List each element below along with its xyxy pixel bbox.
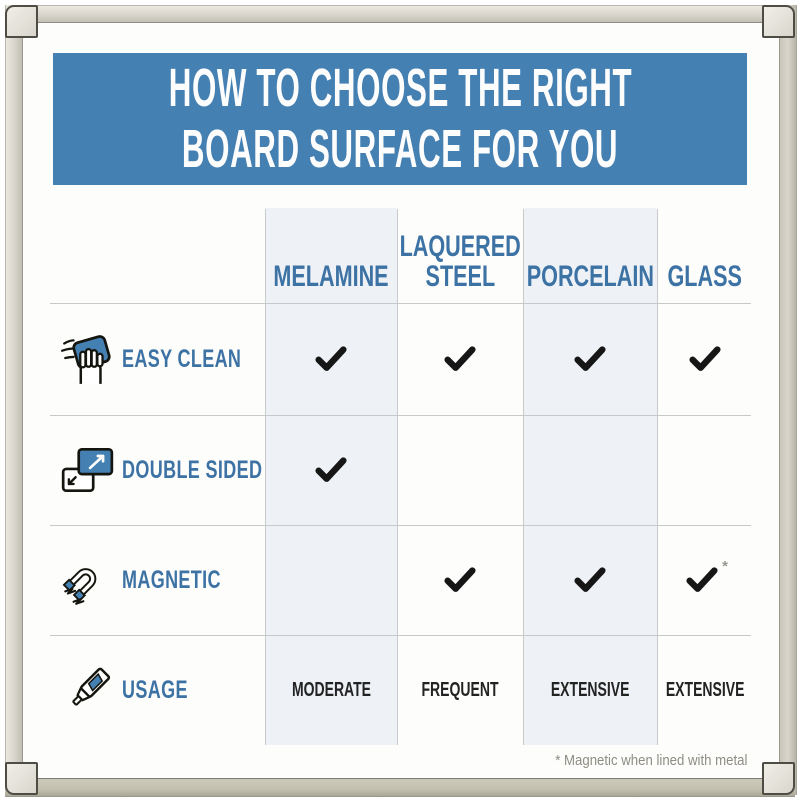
check-icon	[572, 343, 608, 375]
header-spacer	[50, 208, 265, 303]
cell-double-sided-laquered-steel	[397, 415, 523, 525]
row-label-cell: DOUBLE SIDED	[50, 415, 265, 525]
cell-double-sided-melamine	[265, 415, 397, 525]
cell-usage-glass: EXTENSIVE	[665, 678, 745, 701]
check-icon-with-note: *	[684, 558, 728, 596]
column-header-porcelain: PORCELAIN	[526, 260, 654, 294]
cell-magnetic-laquered-steel	[397, 525, 523, 635]
row-label: USAGE	[122, 675, 188, 704]
row-label: EASY CLEAN	[122, 344, 242, 373]
cell-usage-laquered-steel: FREQUENT	[421, 678, 499, 701]
cell-easy-clean-melamine	[265, 303, 397, 415]
frame-left-rail	[5, 5, 23, 795]
cell-easy-clean-glass	[657, 303, 753, 415]
table-row-magnetic: MAGNETIC *	[50, 525, 753, 635]
title-banner: HOW TO CHOOSE THE RIGHT BOARD SURFACE FO…	[53, 53, 747, 185]
frame-corner-bottom-left	[5, 762, 38, 795]
marker-icon	[56, 659, 118, 721]
double-sided-icon	[56, 439, 118, 501]
table-row-easy-clean: EASY CLEAN	[50, 303, 753, 415]
title-line-2: BOARD SURFACE FOR YOU	[181, 119, 619, 179]
grid-vline-3	[523, 209, 524, 745]
cell-magnetic-glass: *	[657, 525, 753, 635]
frame-top-rail	[5, 5, 795, 23]
column-header-laquered-steel: LAQUERED STEEL	[399, 229, 521, 294]
column-band-porcelain	[523, 208, 657, 745]
check-icon	[687, 343, 723, 375]
cell-magnetic-melamine	[265, 525, 397, 635]
row-label-cell: MAGNETIC	[50, 525, 265, 635]
frame-corner-top-right	[762, 5, 795, 38]
cell-double-sided-porcelain	[523, 415, 657, 525]
grid-hline-2	[50, 415, 751, 416]
row-label: DOUBLE SIDED	[122, 455, 263, 484]
grid-hline-4	[50, 635, 751, 636]
column-header-glass: GLASS	[667, 260, 743, 294]
check-icon	[442, 343, 478, 375]
table-row-usage: USAGE MODERATE FREQUENT EXTENSIVE EXTENS…	[50, 635, 753, 745]
cell-usage-porcelain: EXTENSIVE	[550, 678, 630, 701]
row-label-cell: USAGE	[50, 635, 265, 745]
row-label-cell: EASY CLEAN	[50, 303, 265, 415]
check-icon	[572, 564, 608, 596]
check-icon	[313, 343, 349, 375]
grid-vline-4	[657, 209, 658, 745]
footnote-marker: *	[722, 558, 728, 575]
cleaning-hand-icon	[56, 328, 118, 390]
frame-right-rail	[779, 5, 797, 795]
check-icon	[442, 564, 478, 596]
grid-hline-1	[50, 303, 751, 304]
footnote: * Magnetic when lined with metal	[554, 752, 747, 769]
cell-easy-clean-porcelain	[523, 303, 657, 415]
cell-double-sided-glass	[657, 415, 753, 525]
row-label: MAGNETIC	[122, 565, 221, 594]
magnet-icon	[56, 549, 118, 611]
check-icon	[313, 454, 349, 486]
grid-vline-1	[265, 209, 266, 745]
table-row-double-sided: DOUBLE SIDED	[50, 415, 753, 525]
cell-magnetic-porcelain	[523, 525, 657, 635]
grid-vline-2	[397, 209, 398, 745]
column-header-melamine: MELAMINE	[273, 260, 389, 294]
frame-corner-top-left	[5, 5, 38, 38]
cell-usage-melamine: MODERATE	[291, 678, 371, 701]
title-line-1: HOW TO CHOOSE THE RIGHT	[168, 57, 632, 118]
frame-bottom-rail	[5, 778, 795, 797]
grid-hline-3	[50, 525, 751, 526]
cell-easy-clean-laquered-steel	[397, 303, 523, 415]
frame-corner-bottom-right	[762, 762, 795, 795]
table-header-row: MELAMINE LAQUERED STEEL PORCELAIN GLASS	[50, 208, 753, 303]
